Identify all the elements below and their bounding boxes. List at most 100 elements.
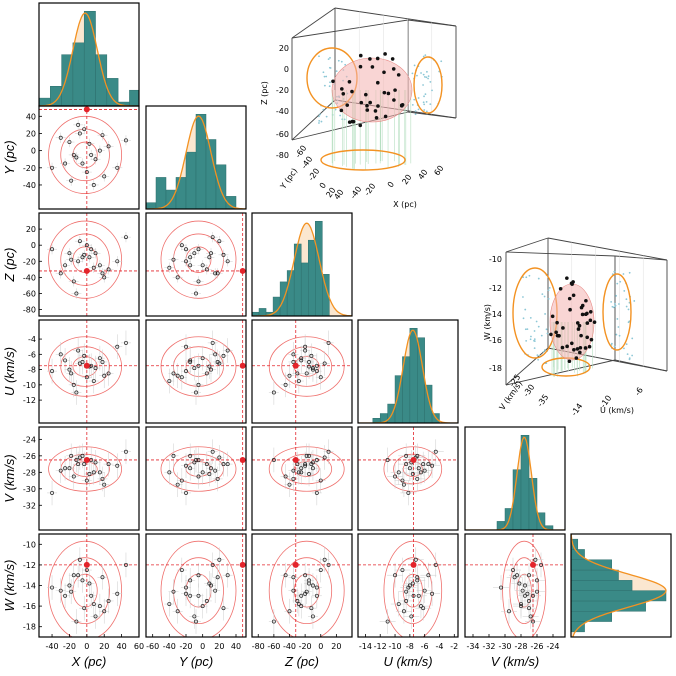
member-point [215,575,220,580]
member-point-3d [579,305,584,310]
member-point [188,360,193,364]
member-point [58,135,63,140]
member-point [84,243,89,248]
sun-marker [83,106,90,113]
projection-point [613,302,616,305]
panel-frame [357,533,459,638]
member-point [115,463,120,468]
member-point [204,599,209,603]
member-point [303,573,308,578]
member-point-3d [574,356,579,360]
scatter-panel-W-vs-X [38,533,140,638]
hist-bar-W-5 [571,569,619,581]
x-tick-label: 60 [432,164,445,178]
member-point [210,235,215,240]
member-point [106,599,111,603]
member-point [179,568,184,573]
member-point [404,453,409,458]
z-tick-label: 20 [279,44,289,53]
projection-point [319,113,322,116]
member-point-3d [365,103,369,108]
member-point-3d [358,64,363,69]
member-point [291,360,296,364]
projection-point [413,64,416,67]
hist-panel-U [357,319,459,424]
member-point [419,604,423,609]
projection-point [414,110,417,113]
panel-frame [251,319,353,424]
member-point [296,379,301,383]
sun-marker [530,561,536,568]
hist-panel-X [38,2,140,107]
member-point-3d [572,347,576,352]
x-tick-label-U: -8 [406,642,414,651]
member-point [97,148,102,153]
member-point-3d [567,296,572,301]
member-point [314,458,319,462]
member-point [531,619,535,624]
projection-point [619,280,622,283]
member-point-3d [383,114,388,119]
member-point [58,468,63,473]
member-point [406,490,411,495]
y-tick-label-Z: -80 [23,306,36,315]
member-point [71,279,76,284]
projection-point [423,103,426,106]
member-point-3d [577,323,582,328]
z-tick-label: -20 [276,86,289,95]
member-point [519,602,523,606]
member-point [400,478,405,483]
z-tick-label: -16 [489,336,502,345]
member-point [82,606,87,611]
member-point-3d [340,87,344,91]
projection-point [617,326,620,328]
member-point [82,252,87,257]
gaussian-line [571,534,667,637]
member-point [287,609,292,614]
projection-point [431,89,433,92]
member-point [303,344,308,349]
member-point-3d [579,333,583,338]
hist-bar-Y-5 [195,113,207,209]
sun-marker [239,362,246,369]
member-point [326,562,331,567]
hist-bar-Z-8 [308,239,316,316]
member-point [188,466,193,471]
sun-marker [83,267,90,274]
member-point [225,462,230,467]
x-tick-label-Y: 20 [214,642,224,651]
member-point-3d [585,335,590,340]
member-point [528,614,533,619]
member-point [67,466,72,471]
projection-point [628,271,631,274]
projection-point [425,110,428,113]
member-point [221,462,226,467]
y-tick-label-W: -12 [23,561,36,570]
x-tick-label-U: -6 [421,642,429,651]
member-point [115,259,120,264]
member-point [87,472,92,476]
member-point [77,557,82,562]
x-tick-label-Z: -40 [283,642,296,651]
member-point [124,562,128,567]
x-tick-label-Z: -60 [267,642,280,651]
x-tick-label-X: -40 [46,642,59,651]
member-point [209,466,213,471]
member-point [215,476,220,481]
y-tick-label-Z: -20 [23,257,36,266]
member-point-3d [386,91,391,96]
member-point [303,463,308,468]
panel-frame [38,533,140,638]
y-tick-label-W: -10 [23,540,36,549]
member-point [171,257,176,262]
sun-marker [292,362,299,369]
member-point [531,593,535,598]
member-point [100,360,105,364]
member-point [309,462,314,467]
hist-bar-U-2 [387,403,396,423]
member-point-3d [359,100,364,105]
member-point [194,619,198,624]
z-tick-label: 0 [284,65,289,74]
member-point [385,458,390,462]
member-point [225,348,230,353]
